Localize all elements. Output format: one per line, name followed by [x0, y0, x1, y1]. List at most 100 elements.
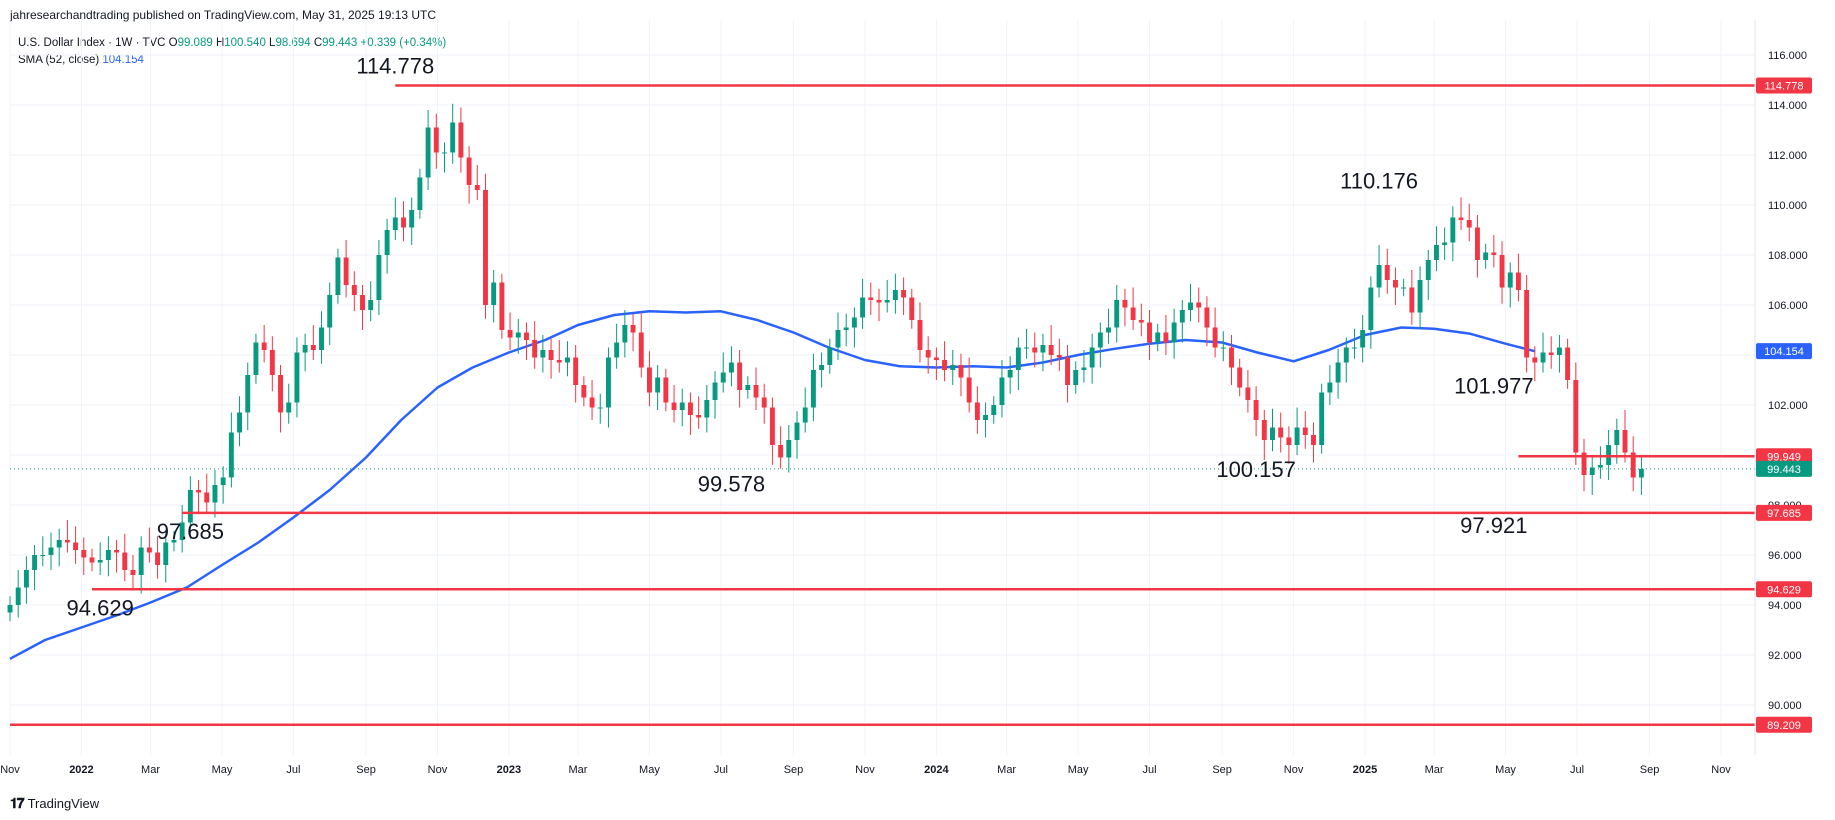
candle-body — [1368, 287, 1374, 330]
candle-body — [425, 127, 431, 178]
candle-body — [32, 555, 38, 570]
candle-body — [1597, 465, 1603, 468]
candle — [1106, 308, 1111, 344]
level-price-tag — [1756, 448, 1812, 465]
candle — [1458, 197, 1464, 230]
footer-brand[interactable]: 𝟏𝟕 TradingView — [10, 795, 99, 812]
candle — [392, 197, 398, 240]
candle-body — [1196, 302, 1202, 308]
candle — [802, 387, 808, 433]
candle-body — [1638, 468, 1644, 478]
price-annotation[interactable]: 94.629 — [67, 595, 134, 620]
time-axis[interactable]: Nov 2022 Mar May Jul Sep Nov 2023 Mar May Jul Sep No… — [0, 764, 1731, 776]
candle-body — [253, 342, 259, 375]
candle-body — [97, 560, 103, 563]
candle — [228, 412, 234, 488]
candle-body — [228, 432, 234, 478]
level-price-tag — [1756, 77, 1812, 94]
time-tick-label: Mar — [997, 764, 1016, 776]
price-annotation[interactable]: 97.921 — [1460, 513, 1527, 538]
time-tick-label: Jul — [1142, 764, 1156, 776]
candle — [335, 248, 341, 304]
price-axis[interactable]: 90.00092.00094.00096.00098.000100.000102… — [1754, 20, 1812, 755]
candle — [56, 528, 62, 567]
candle — [638, 312, 644, 378]
candle-body — [220, 477, 226, 485]
legend-close-label: C — [313, 37, 323, 49]
candle-body — [310, 345, 316, 350]
candle-body — [376, 255, 382, 300]
candle — [1024, 328, 1030, 359]
candle — [663, 368, 669, 412]
price-annotation[interactable]: 99.578 — [698, 472, 765, 497]
candle-body — [1204, 307, 1210, 328]
candle — [163, 530, 169, 583]
candle-body — [827, 347, 833, 365]
candle-body — [40, 555, 46, 556]
candle — [1040, 333, 1046, 372]
candle — [458, 107, 464, 173]
candle-body — [212, 485, 218, 503]
candle-body — [778, 445, 784, 458]
candle — [32, 545, 38, 590]
time-tick-label: Nov — [1284, 764, 1304, 776]
candle-body — [1581, 452, 1587, 475]
candle — [622, 310, 628, 358]
candle-body — [155, 552, 161, 565]
candle — [1638, 456, 1644, 495]
price-annotation[interactable]: 97.685 — [157, 519, 224, 544]
candle-body — [884, 300, 890, 303]
candle — [1155, 323, 1161, 352]
candle-body — [1024, 347, 1030, 349]
candle — [1015, 337, 1021, 390]
candle-body — [1409, 287, 1415, 313]
candle-body — [1138, 320, 1144, 323]
price-annotation[interactable]: 110.176 — [1340, 169, 1418, 194]
level-price-label: 114.778 — [1765, 81, 1804, 93]
candle — [220, 466, 226, 504]
candle-body — [769, 407, 775, 445]
candle-body — [1155, 332, 1161, 343]
candle-body — [614, 342, 620, 358]
candle-body — [1499, 255, 1505, 288]
candle — [991, 396, 997, 424]
candle — [810, 353, 816, 422]
candle-body — [687, 402, 693, 415]
candle-body — [1089, 347, 1095, 368]
candle — [1147, 310, 1152, 360]
candle — [138, 536, 144, 594]
price-annotation[interactable]: 114.778 — [356, 54, 434, 79]
candle-body — [1442, 242, 1448, 245]
candle-body — [351, 285, 357, 295]
candle — [97, 542, 103, 575]
candle-body — [73, 542, 79, 550]
candle-body — [146, 547, 152, 553]
candle-body — [204, 492, 210, 503]
candle — [1220, 331, 1226, 362]
candle — [1130, 287, 1136, 330]
candle — [1630, 436, 1636, 492]
candle — [23, 556, 29, 604]
legend-sma-label[interactable]: SMA (52, close) — [18, 54, 100, 66]
price-annotation[interactable]: 100.157 — [1216, 457, 1296, 482]
candle — [1442, 227, 1448, 260]
candle — [605, 347, 611, 428]
candle — [1196, 287, 1202, 323]
candle-body — [163, 542, 169, 565]
price-tick-label: 96.000 — [1768, 550, 1802, 562]
price-tick-label: 92.000 — [1768, 650, 1802, 662]
candles-layer — [7, 103, 1755, 622]
candle — [499, 273, 505, 339]
candle — [909, 288, 915, 329]
legend-symbol[interactable]: U.S. Dollar Index · 1W · TVC — [18, 37, 166, 49]
price-annotation[interactable]: 101.977 — [1454, 374, 1534, 399]
candle — [1056, 338, 1062, 372]
candle — [974, 386, 980, 434]
candle-body — [1302, 427, 1308, 435]
candle — [261, 325, 267, 363]
candle — [1229, 335, 1234, 385]
candle — [876, 288, 882, 322]
candle — [868, 282, 874, 315]
candle-body — [1130, 307, 1136, 320]
